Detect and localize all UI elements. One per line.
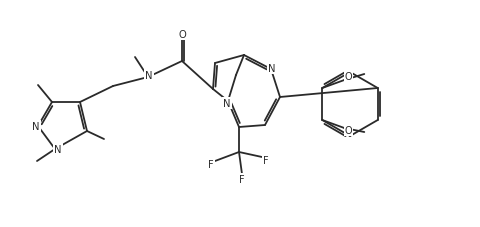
Text: F: F — [239, 174, 244, 184]
Text: N: N — [32, 121, 40, 131]
Text: O: O — [344, 72, 351, 82]
Text: N: N — [54, 144, 61, 154]
Text: N: N — [223, 99, 230, 109]
Text: N: N — [145, 71, 153, 81]
Text: O: O — [178, 30, 185, 40]
Text: F: F — [263, 155, 268, 165]
Text: N: N — [268, 64, 275, 74]
Text: F: F — [208, 159, 214, 169]
Text: O: O — [344, 126, 351, 135]
